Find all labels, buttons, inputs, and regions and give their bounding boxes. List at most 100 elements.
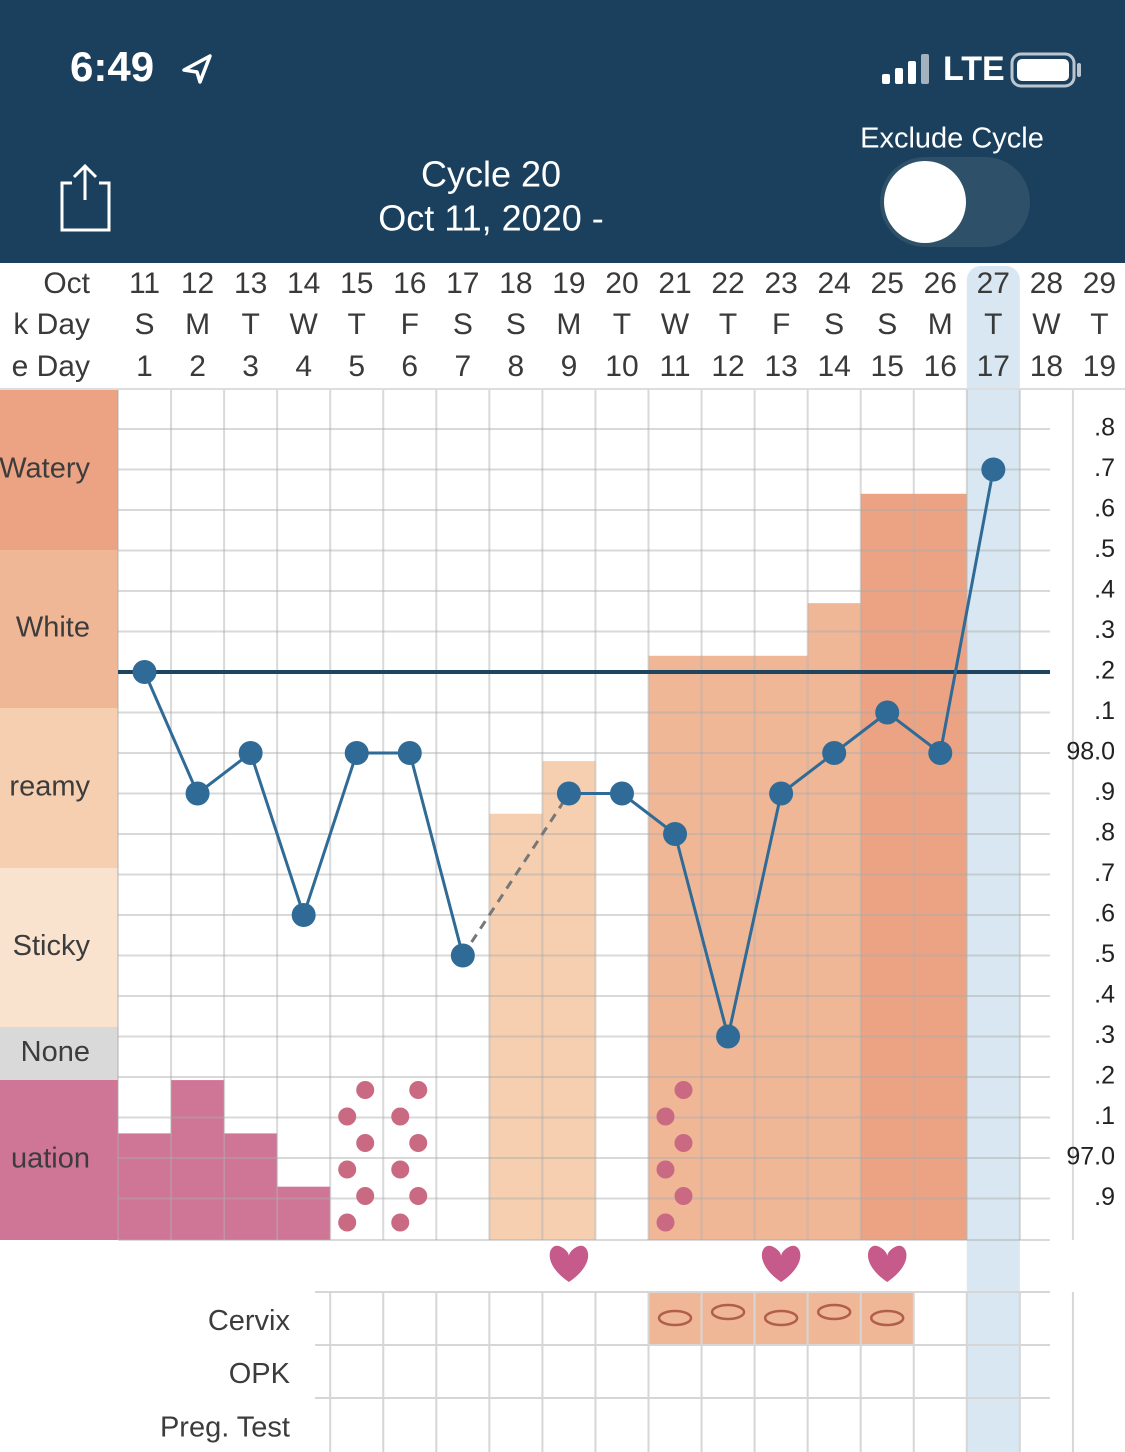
day-label: 12 (711, 350, 744, 383)
y-tick-label: .5 (1094, 940, 1115, 968)
spotting-dot (409, 1187, 428, 1205)
day-label: T (241, 308, 259, 341)
temperature-point (397, 741, 422, 765)
day-label: 8 (508, 350, 525, 383)
fluid-bar (489, 813, 543, 1240)
day-label: 20 (605, 267, 638, 300)
fluid-band (0, 550, 118, 708)
day-label: 19 (552, 267, 585, 300)
day-label: 13 (764, 350, 797, 383)
fluid-bar (648, 655, 702, 1240)
cervix-icon (710, 1303, 746, 1321)
y-tick-label: .7 (1094, 454, 1115, 482)
intercourse-heart (549, 1245, 589, 1282)
y-tick-label: .6 (1094, 900, 1115, 928)
day-label: 19 (1083, 350, 1116, 383)
day-label: 18 (499, 267, 532, 300)
y-tick-label: .4 (1094, 981, 1115, 1009)
day-label: 12 (181, 267, 214, 300)
intercourse-heart (761, 1245, 801, 1282)
day-label: S (824, 308, 844, 341)
exclude-label: Exclude Cycle (860, 123, 1044, 155)
row-label: Cervix (208, 1305, 291, 1337)
day-label: 29 (1083, 267, 1116, 300)
y-tick-label: .2 (1094, 1062, 1115, 1090)
fluid-label: White (16, 612, 90, 644)
fluid-bar (913, 493, 967, 1240)
day-label: M (928, 308, 953, 341)
day-label: 9 (561, 350, 578, 383)
day-label: 10 (605, 350, 638, 383)
temperature-point (344, 741, 369, 765)
menstruation-bar (224, 1133, 278, 1240)
fluid-label: uation (11, 1143, 90, 1175)
y-tick-label: .2 (1094, 657, 1115, 685)
intercourse-heart (867, 1245, 907, 1282)
temperature-point (981, 457, 1006, 482)
day-label: S (506, 308, 526, 341)
spotting-dot (391, 1213, 410, 1232)
fluid-bar (807, 603, 861, 1240)
y-tick-label: 97.0 (1066, 1143, 1115, 1171)
spotting-dot (338, 1160, 357, 1179)
clock: 6:49 (70, 43, 154, 90)
share-button[interactable] (60, 163, 111, 232)
spotting-dot (674, 1081, 693, 1099)
day-label: 14 (817, 350, 850, 383)
day-label: S (453, 308, 473, 341)
today-column (966, 266, 1020, 1452)
cervix-icon (816, 1303, 852, 1321)
day-label: T (1090, 308, 1108, 341)
day-label: W (290, 308, 319, 341)
y-tick-label: .6 (1094, 495, 1115, 523)
day-label: 11 (129, 267, 160, 300)
cervix-cell (860, 1293, 914, 1345)
day-label: T (984, 308, 1002, 341)
row-label: Oct (43, 267, 90, 300)
day-label: 16 (924, 350, 957, 383)
temperature-point (928, 741, 953, 765)
day-label: T (348, 308, 366, 341)
day-label: 7 (454, 350, 471, 383)
spotting-dot (409, 1081, 428, 1099)
temperature-point (769, 781, 794, 806)
day-label: M (556, 308, 581, 341)
day-label: 23 (764, 267, 797, 300)
y-tick-label: .9 (1094, 1183, 1115, 1211)
spotting-dot (338, 1107, 357, 1126)
y-tick-label: .3 (1094, 616, 1115, 644)
temperature-point (663, 822, 688, 846)
temperature-point (875, 700, 900, 725)
y-tick-label: .8 (1094, 819, 1115, 847)
network: LTE (943, 50, 1005, 88)
temperature-point (609, 781, 634, 806)
day-label: 13 (234, 267, 267, 300)
spotting-dot (656, 1213, 675, 1232)
cervix-icon (763, 1309, 799, 1327)
menstruation-bar (171, 1080, 225, 1240)
day-label: 24 (817, 267, 850, 300)
day-label: M (185, 308, 210, 341)
spotting-dot (391, 1160, 410, 1179)
spotting-dot (674, 1187, 693, 1205)
spotting-dot (338, 1213, 357, 1232)
cycle-title: Cycle 20 (421, 154, 561, 195)
temperature-point (716, 1024, 741, 1049)
day-label: W (661, 308, 690, 341)
day-label: 15 (871, 350, 904, 383)
y-tick-label: .1 (1094, 1102, 1115, 1130)
fluid-label: Sticky (13, 930, 91, 962)
row-label: OPK (229, 1358, 291, 1390)
exclude-toggle[interactable] (880, 157, 1030, 247)
day-label: 11 (659, 350, 690, 383)
spotting-dot (391, 1107, 410, 1126)
fluid-band (0, 390, 118, 550)
cycle-dates: Oct 11, 2020 - (378, 198, 603, 239)
fluid-band (0, 1027, 118, 1080)
spotting-dot (356, 1134, 375, 1152)
day-label: 1 (136, 350, 153, 383)
signal-icon (882, 54, 929, 84)
location-icon (182, 54, 212, 84)
